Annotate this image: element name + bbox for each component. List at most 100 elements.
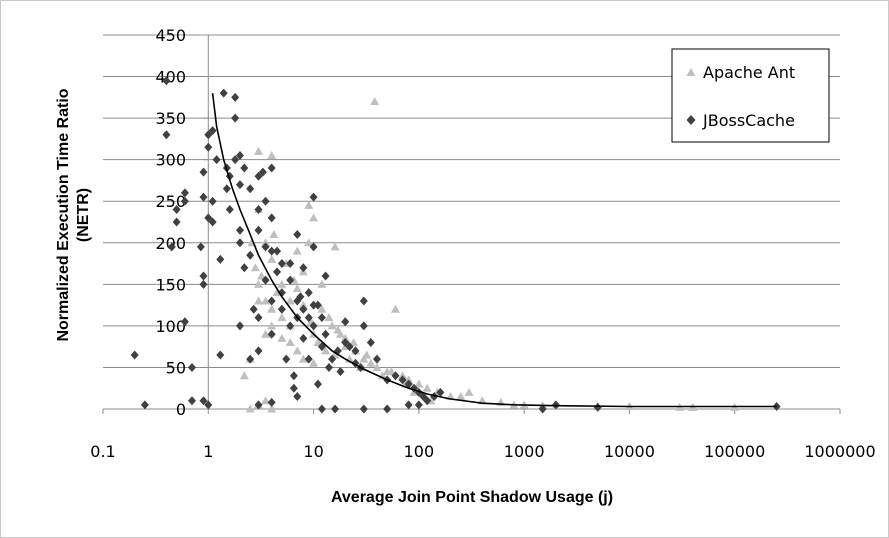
data-point [293,392,302,402]
data-point [423,396,432,406]
data-point [162,76,171,86]
data-point [593,402,602,412]
y-tick-label: 0 [176,400,186,419]
data-point [351,346,360,356]
data-point [199,396,208,406]
data-point [204,400,213,410]
data-point [328,354,337,364]
data-point [289,383,298,393]
trendline [211,93,777,408]
data-point [246,354,255,364]
y-tick-label: 50 [166,358,186,377]
data-point [267,296,276,306]
y-tick-label: 450 [155,26,186,45]
data-point [231,155,240,165]
data-point [321,329,330,339]
data-point [317,279,327,288]
data-point [436,387,445,397]
data-point [345,342,354,352]
data-point [235,321,244,331]
data-point [359,354,369,363]
data-point [267,254,277,263]
data-point [404,400,413,410]
y-tick-label: 200 [155,234,186,253]
data-point [162,130,171,140]
data-point [216,254,225,264]
data-point [140,400,149,410]
data-point [254,279,264,288]
data-point [267,397,276,407]
data-point [309,358,319,367]
data-point [225,205,234,215]
data-point [359,296,368,306]
data-point [254,313,263,323]
data-point [250,263,260,272]
data-point [299,304,308,314]
data-point [254,146,264,155]
data-point [199,167,208,177]
data-point [341,338,350,348]
data-point [372,362,382,371]
data-point [269,229,279,238]
legend-label-apache-ant: Apache Ant [703,63,795,82]
data-point [336,367,345,377]
data-point [327,321,337,330]
y-tick-label: 300 [155,151,186,170]
data-point [235,238,244,248]
data-point [362,350,372,359]
data-point [196,242,205,252]
data-point [130,350,139,360]
data-point [239,371,249,380]
data-point [261,275,270,285]
data-point [246,250,255,260]
data-point [208,217,217,227]
data-point [309,192,318,202]
data-point [292,246,302,255]
data-point [254,171,263,181]
data-point [298,354,308,363]
legend-label-jbosscache: JBossCache [702,111,795,130]
data-point [456,392,466,401]
data-point [349,338,359,347]
data-point [277,259,286,269]
data-point [298,300,308,309]
x-tick-label: 100 [404,442,435,461]
data-point [313,338,323,347]
data-point [254,225,263,235]
data-point [359,321,368,331]
y-tick-label: 350 [155,109,186,128]
data-point [313,300,322,310]
data-point [372,354,381,364]
data-point [222,184,231,194]
data-point [333,325,343,334]
data-point [240,263,249,273]
data-point [277,313,287,322]
data-point [366,358,376,367]
data-point [235,225,244,235]
data-point [293,229,302,239]
data-point [286,275,295,285]
data-point [235,180,244,190]
legend-box [671,48,830,143]
data-point [267,404,277,413]
y-axis-title-line-1: Normalized Execution Time Ratio [55,88,72,341]
data-point [172,217,181,227]
data-point [267,321,277,330]
data-point [254,205,263,215]
x-tick-label: 0.1 [90,442,115,461]
data-point [256,271,266,280]
data-point [551,400,560,410]
data-point [285,296,295,305]
data-point [199,271,208,281]
data-points [130,76,781,414]
data-point [330,242,340,251]
x-tick-label: 10 [303,442,323,461]
data-point [261,238,271,247]
data-point [286,321,295,331]
y-tick-label: 250 [155,192,186,211]
data-point [292,283,302,292]
data-point [261,196,270,206]
data-point [267,329,276,339]
y-tick-labels: 0 50 100 150 200 250 300 350 400 450 [155,26,186,419]
